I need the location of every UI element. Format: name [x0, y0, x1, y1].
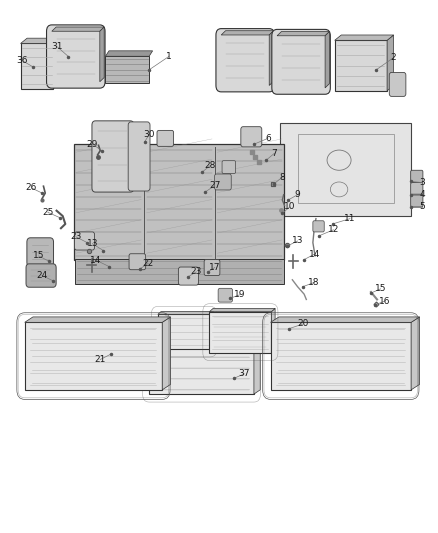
Polygon shape: [21, 44, 53, 88]
FancyBboxPatch shape: [411, 170, 423, 183]
Text: 7: 7: [272, 149, 277, 158]
Polygon shape: [149, 337, 260, 341]
Text: 6: 6: [265, 134, 271, 143]
Polygon shape: [210, 312, 213, 349]
Polygon shape: [271, 317, 420, 322]
Text: 36: 36: [16, 56, 28, 64]
Polygon shape: [106, 56, 149, 83]
Polygon shape: [325, 31, 329, 88]
Polygon shape: [158, 314, 210, 349]
FancyBboxPatch shape: [128, 122, 150, 191]
Text: 37: 37: [239, 369, 250, 378]
Text: 20: 20: [297, 319, 309, 328]
FancyBboxPatch shape: [157, 131, 173, 147]
Polygon shape: [280, 123, 411, 216]
Polygon shape: [335, 41, 387, 91]
Text: 15: 15: [33, 252, 44, 260]
Polygon shape: [21, 38, 60, 44]
Polygon shape: [411, 317, 420, 390]
Polygon shape: [25, 317, 170, 322]
Polygon shape: [158, 312, 213, 314]
Text: 13: 13: [292, 237, 304, 246]
Text: 17: 17: [209, 263, 220, 272]
Text: 26: 26: [25, 183, 37, 192]
Text: 25: 25: [42, 208, 53, 217]
Text: 12: 12: [328, 225, 339, 235]
FancyBboxPatch shape: [74, 232, 95, 250]
Polygon shape: [269, 31, 274, 85]
Text: 21: 21: [95, 355, 106, 364]
Text: 30: 30: [143, 130, 155, 139]
FancyBboxPatch shape: [27, 238, 53, 266]
Polygon shape: [100, 27, 104, 82]
Text: 10: 10: [284, 203, 296, 212]
Polygon shape: [209, 312, 272, 353]
FancyBboxPatch shape: [129, 254, 146, 270]
Text: 23: 23: [191, 268, 202, 276]
Text: 2: 2: [391, 53, 396, 62]
FancyBboxPatch shape: [92, 121, 134, 192]
Text: 3: 3: [419, 178, 425, 187]
Text: 14: 14: [90, 256, 102, 264]
Text: 27: 27: [209, 181, 220, 190]
Polygon shape: [52, 27, 104, 31]
FancyBboxPatch shape: [411, 194, 423, 207]
Text: 15: 15: [375, 284, 386, 293]
Text: 18: 18: [308, 278, 320, 287]
Polygon shape: [387, 35, 394, 91]
Text: 28: 28: [205, 161, 216, 170]
Text: 16: 16: [379, 296, 391, 305]
Polygon shape: [75, 259, 284, 284]
FancyBboxPatch shape: [313, 221, 324, 232]
Text: 29: 29: [87, 140, 98, 149]
Polygon shape: [53, 38, 60, 88]
Text: 11: 11: [344, 214, 356, 223]
Text: 9: 9: [295, 190, 300, 199]
FancyBboxPatch shape: [222, 161, 236, 173]
FancyBboxPatch shape: [26, 264, 56, 287]
Text: 31: 31: [52, 43, 63, 52]
Polygon shape: [271, 322, 411, 390]
Polygon shape: [162, 317, 170, 390]
Text: 1: 1: [166, 52, 172, 61]
FancyBboxPatch shape: [241, 127, 262, 147]
Text: 22: 22: [143, 259, 154, 268]
Text: 5: 5: [419, 203, 425, 212]
Text: 23: 23: [70, 232, 81, 241]
Text: 24: 24: [36, 271, 48, 280]
Polygon shape: [277, 31, 329, 36]
FancyBboxPatch shape: [216, 29, 275, 92]
Polygon shape: [106, 51, 152, 56]
FancyBboxPatch shape: [389, 72, 406, 96]
Text: 14: 14: [308, 250, 320, 259]
Polygon shape: [25, 322, 162, 390]
FancyBboxPatch shape: [272, 29, 330, 94]
Polygon shape: [209, 309, 275, 312]
FancyBboxPatch shape: [411, 182, 423, 195]
Polygon shape: [254, 337, 260, 394]
FancyBboxPatch shape: [178, 267, 198, 285]
FancyBboxPatch shape: [204, 260, 220, 276]
Text: 19: 19: [234, 290, 246, 299]
Polygon shape: [74, 144, 285, 260]
Polygon shape: [221, 31, 274, 35]
Text: 4: 4: [419, 190, 425, 199]
FancyBboxPatch shape: [215, 174, 231, 190]
Polygon shape: [335, 35, 394, 41]
Text: 13: 13: [87, 239, 98, 248]
Polygon shape: [149, 341, 254, 394]
Polygon shape: [272, 309, 275, 353]
FancyBboxPatch shape: [218, 288, 233, 302]
FancyBboxPatch shape: [46, 25, 105, 88]
Text: 8: 8: [279, 173, 285, 182]
